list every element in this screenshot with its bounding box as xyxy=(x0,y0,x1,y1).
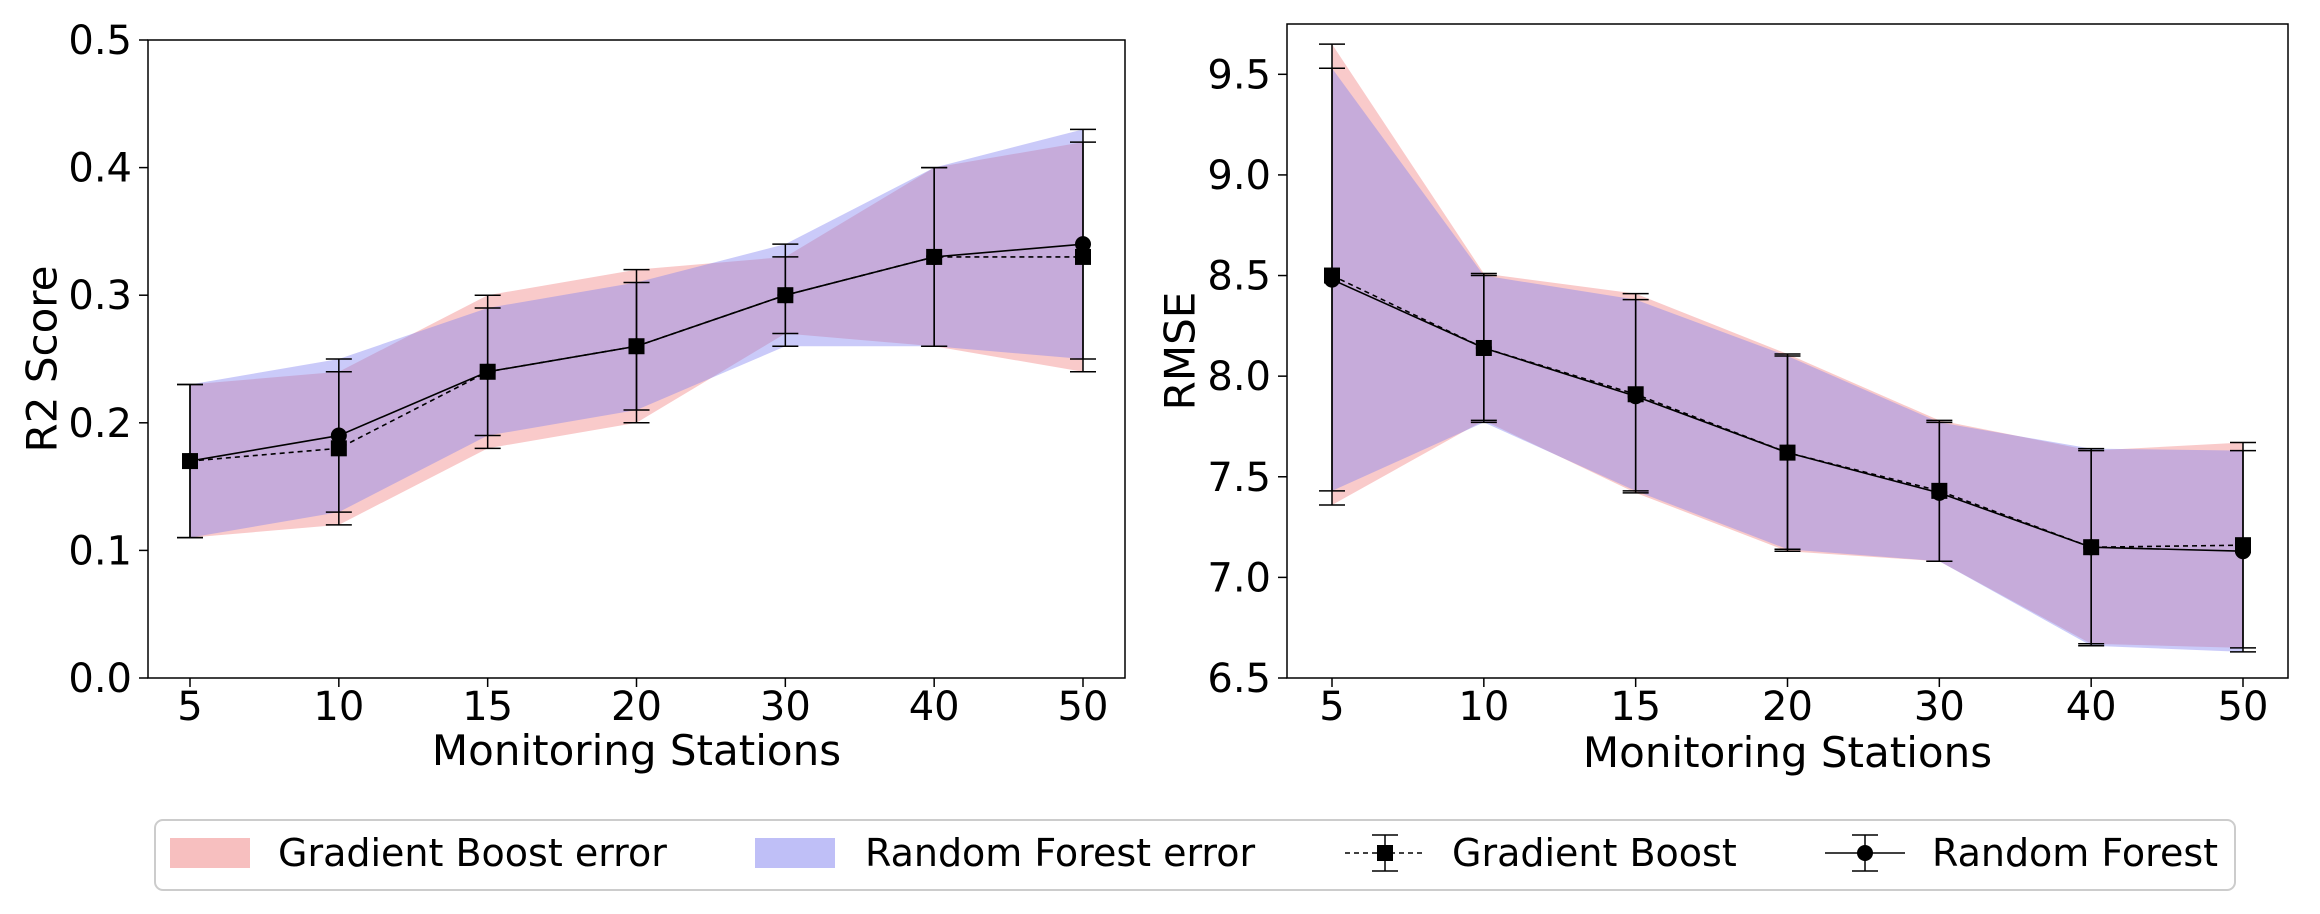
legend: Gradient Boost error Random Forest error… xyxy=(154,819,2236,891)
r2-y-tick-label: 0.5 xyxy=(68,18,132,64)
r2-y-tick-label: 0.1 xyxy=(68,528,132,574)
rmse-gb-point xyxy=(1324,267,1340,284)
rmse-y-tick-label: 9.5 xyxy=(1207,52,1271,98)
rmse-gb-point xyxy=(2235,537,2251,554)
r2-y-tick-label: 0.0 xyxy=(68,656,132,702)
legend-rf-error-swatch xyxy=(755,838,835,868)
r2-x-tick-label: 20 xyxy=(611,684,662,730)
legend-gb-label: Gradient Boost xyxy=(1452,831,1737,875)
rmse-x-tick-label: 50 xyxy=(2218,684,2269,730)
r2-y-tick-label: 0.3 xyxy=(68,273,132,319)
rmse-gb-error-band xyxy=(1332,44,2243,648)
legend-gb-error-swatch xyxy=(170,838,250,868)
rmse-y-tick-label: 8.0 xyxy=(1207,354,1271,400)
r2-x-tick-label: 15 xyxy=(462,684,513,730)
r2-x-tick-label: 5 xyxy=(177,684,202,730)
rmse-y-axis-label: RMSE xyxy=(1156,292,1205,411)
r2-y-tick-label: 0.4 xyxy=(68,146,132,192)
rmse-y-tick-label: 9.0 xyxy=(1207,153,1271,199)
r2-x-tick-label: 50 xyxy=(1058,684,1109,730)
rmse-x-tick-label: 30 xyxy=(1914,684,1965,730)
legend-rf-error-label: Random Forest error xyxy=(865,831,1255,875)
rmse-gb-point xyxy=(1627,386,1644,403)
r2-gb-point xyxy=(777,287,794,304)
rmse-x-tick-label: 20 xyxy=(1762,684,1813,730)
legend-box xyxy=(154,819,2236,891)
rmse-x-tick-label: 10 xyxy=(1458,684,1509,730)
rmse-x-tick-label: 40 xyxy=(2066,684,2117,730)
rmse-y-tick-label: 7.5 xyxy=(1207,455,1271,501)
r2-x-tick-label: 40 xyxy=(909,684,960,730)
rmse-x-axis-label: Monitoring Stations xyxy=(1583,728,1992,777)
r2-chart: 5 10 15 20 30 40 50 0.0 0.1 0.2 0.3 0.4 0.5 Monitor… xyxy=(18,18,1126,775)
r2-gb-point xyxy=(926,248,943,265)
rmse-x-tick-label: 15 xyxy=(1610,684,1661,730)
r2-gb-point xyxy=(628,338,645,355)
rmse-gb-point xyxy=(2083,539,2100,556)
r2-y-tick-label: 0.2 xyxy=(68,401,132,447)
rmse-y-tick-label: 6.5 xyxy=(1207,656,1271,702)
r2-y-axis-label: R2 Score xyxy=(18,266,67,453)
r2-x-axis-label: Monitoring Stations xyxy=(432,726,841,775)
r2-gb-point xyxy=(330,440,347,457)
rmse-y-tick-label: 7.0 xyxy=(1207,555,1271,601)
r2-gb-point xyxy=(479,363,496,380)
rmse-chart: 5 10 15 20 30 40 50 6.5 7.0 7.5 8.0 8.5 9.0 9.5 Moni… xyxy=(1156,23,2289,777)
rmse-gb-point xyxy=(1931,482,1948,499)
rmse-x-tick-label: 5 xyxy=(1319,684,1344,730)
rmse-gb-point xyxy=(1779,444,1796,461)
rmse-gb-point xyxy=(1475,339,1492,356)
r2-gb-point xyxy=(1075,248,1091,265)
legend-gb-error-label: Gradient Boost error xyxy=(278,831,667,875)
r2-rf-point xyxy=(1075,236,1091,253)
r2-x-tick-label: 30 xyxy=(760,684,811,730)
legend-rf-line-icon xyxy=(1825,834,1905,872)
legend-gb-line-icon xyxy=(1345,834,1425,872)
rmse-y-tick-label: 8.5 xyxy=(1207,254,1271,300)
r2-rf-point xyxy=(330,427,347,444)
legend-rf-label: Random Forest xyxy=(1932,831,2218,875)
r2-x-tick-label: 10 xyxy=(313,684,364,730)
r2-gb-point xyxy=(182,453,198,470)
